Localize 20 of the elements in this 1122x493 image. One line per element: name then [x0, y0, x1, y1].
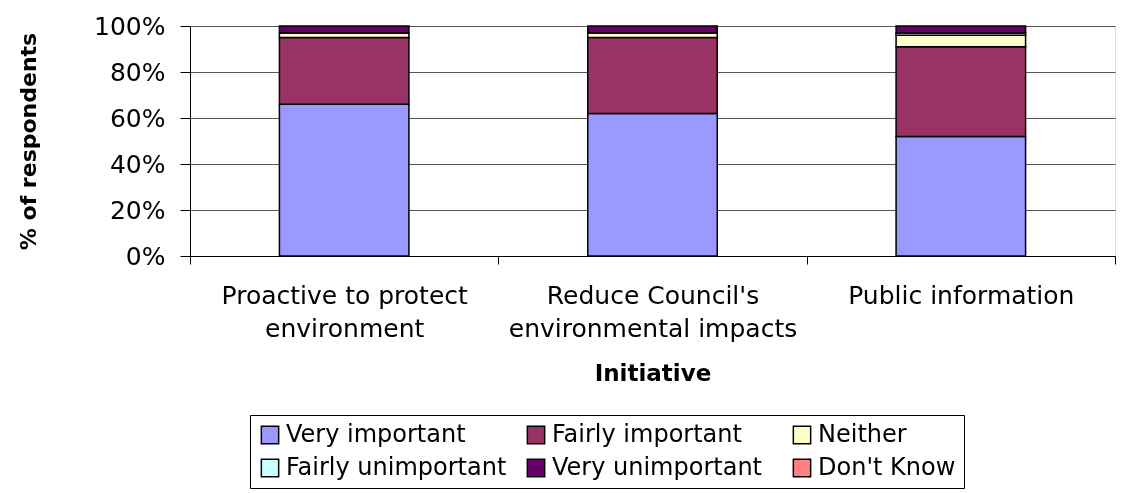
bar — [278, 25, 410, 34]
legend-label: Very important — [286, 420, 466, 448]
legend-label: Neither — [818, 420, 907, 448]
legend-label: Very unimportant — [552, 453, 763, 481]
y-tick-label: 100% — [94, 11, 166, 41]
bar — [587, 25, 718, 34]
legend-label: Fairly unimportant — [286, 453, 507, 481]
y-tick-label: 40% — [109, 149, 166, 179]
y-tick-label: 20% — [109, 195, 166, 225]
bar — [895, 25, 1027, 34]
y-tick-label: 60% — [109, 103, 166, 133]
y-axis-title: % of respondents — [15, 32, 41, 251]
x-axis-title: Initiative — [594, 359, 712, 386]
legend-label: Don't Know — [818, 453, 956, 481]
legend-label: Fairly important — [552, 420, 742, 448]
y-tick-label: 80% — [109, 57, 166, 87]
y-tick-label: 0% — [125, 241, 166, 271]
x-tick-label: Proactive to protect environment — [221, 280, 468, 343]
x-tick-label: Reduce Council's environmental impacts — [508, 280, 798, 343]
x-tick-label: Public information — [848, 280, 1075, 310]
